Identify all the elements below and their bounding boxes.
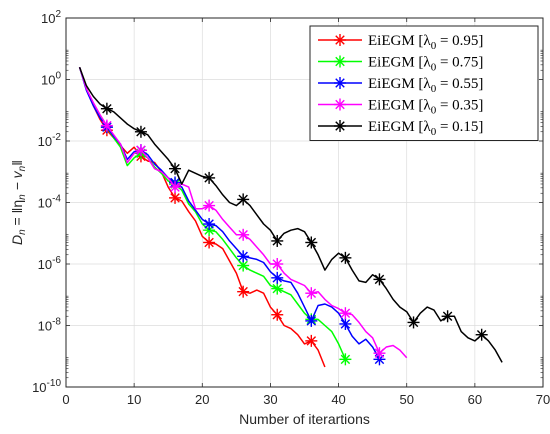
data-point-marker (134, 144, 147, 157)
data-point-marker (100, 119, 113, 132)
legend-item: EiEGM [λ0 = 0.35] (318, 98, 483, 117)
data-point-marker (203, 236, 216, 249)
data-point-marker (339, 307, 352, 320)
data-point-marker (203, 199, 216, 212)
axis-ticks: 0 10 20 30 40 50 60 70 102 100 10-2 10-4 10-6 10-8 10-… (32, 9, 550, 407)
x-tick-label: 50 (399, 392, 413, 407)
data-point-marker (305, 334, 318, 347)
data-point-marker (441, 310, 454, 323)
y-axis-label-sub2: n (17, 194, 28, 200)
legend-item: EiEGM [λ0 = 0.15] (318, 119, 483, 138)
x-tick-label: 60 (468, 392, 482, 407)
x-tick-label: 40 (331, 392, 345, 407)
y-tick-label: 100 (41, 71, 61, 88)
legend-label: EiEGM [λ0 = 0.95] (368, 33, 483, 52)
x-axis-label: Number of iterartions (239, 411, 370, 427)
x-tick-label: 10 (127, 392, 141, 407)
data-point-marker (373, 273, 386, 286)
series-000000 (78, 66, 503, 363)
data-point-marker (271, 271, 284, 284)
data-point-marker (271, 308, 284, 321)
data-point-marker (237, 285, 250, 298)
legend-label: EiEGM [λ0 = 0.15] (368, 119, 483, 138)
x-tick-label: 30 (263, 392, 277, 407)
series-ff00ff (78, 66, 408, 360)
legend-item: EiEGM [λ0 = 0.75] (318, 55, 483, 74)
x-tick-label: 70 (536, 392, 550, 407)
data-point-marker (271, 282, 284, 295)
data-point-marker (237, 250, 250, 263)
y-axis-label-eq: = ‖η (9, 200, 25, 230)
y-tick-label: 10-6 (38, 255, 62, 272)
data-point-marker (305, 236, 318, 249)
x-tick-label: 20 (195, 392, 209, 407)
data-point-marker (407, 316, 420, 329)
y-axis-label-sub: n (17, 229, 28, 235)
series-line (78, 66, 347, 360)
data-point-marker (334, 98, 346, 111)
y-axis-label: Dn = ‖ηn − vn‖ (9, 160, 28, 245)
y-tick-label: 10-2 (38, 132, 62, 149)
data-point-marker (100, 102, 113, 115)
y-axis-label-var: D (9, 235, 25, 245)
plot-series (78, 66, 503, 368)
legend-label: EiEGM [λ0 = 0.35] (368, 98, 483, 117)
legend-item: EiEGM [λ0 = 0.95] (318, 33, 483, 52)
legend-label: EiEGM [λ0 = 0.55] (368, 76, 483, 95)
series-line (78, 66, 381, 360)
data-point-marker (237, 193, 250, 206)
data-point-marker (334, 34, 346, 46)
data-point-marker (339, 251, 352, 264)
data-point-marker (475, 328, 488, 341)
data-point-marker (169, 191, 182, 204)
data-point-marker (203, 218, 216, 231)
data-point-marker (339, 317, 352, 330)
y-axis-label-sub3: n (17, 165, 28, 171)
data-point-marker (305, 314, 318, 327)
data-point-marker (134, 125, 147, 138)
y-tick-label: 10-8 (38, 317, 62, 334)
data-point-marker (271, 234, 284, 247)
y-tick-label: 10-4 (38, 194, 62, 211)
y-tick-label: 102 (41, 9, 61, 26)
data-point-marker (169, 181, 182, 194)
data-point-marker (169, 162, 182, 175)
data-point-marker (203, 171, 216, 184)
data-point-marker (237, 228, 250, 241)
y-axis-label-close: ‖ (9, 160, 25, 166)
y-axis-label-minus: − v (9, 170, 25, 194)
data-point-marker (334, 120, 346, 132)
data-point-marker (339, 353, 352, 366)
data-point-marker (305, 287, 318, 300)
data-point-marker (373, 347, 386, 360)
data-point-marker (334, 77, 346, 89)
x-tick-label: 0 (62, 392, 69, 407)
series-line (78, 66, 503, 363)
data-point-marker (271, 258, 284, 270)
y-tick-label: 10-10 (32, 378, 61, 395)
legend-label: EiEGM [λ0 = 0.75] (368, 55, 483, 74)
legend-item: EiEGM [λ0 = 0.55] (318, 76, 483, 95)
data-point-marker (334, 55, 346, 68)
legend: EiEGM [λ0 = 0.95] EiEGM [λ0 = 0.75] EiEGM … (309, 25, 539, 141)
